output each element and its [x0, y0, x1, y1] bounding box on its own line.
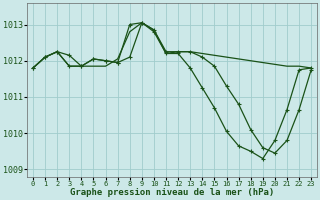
X-axis label: Graphe pression niveau de la mer (hPa): Graphe pression niveau de la mer (hPa) [70, 188, 274, 197]
